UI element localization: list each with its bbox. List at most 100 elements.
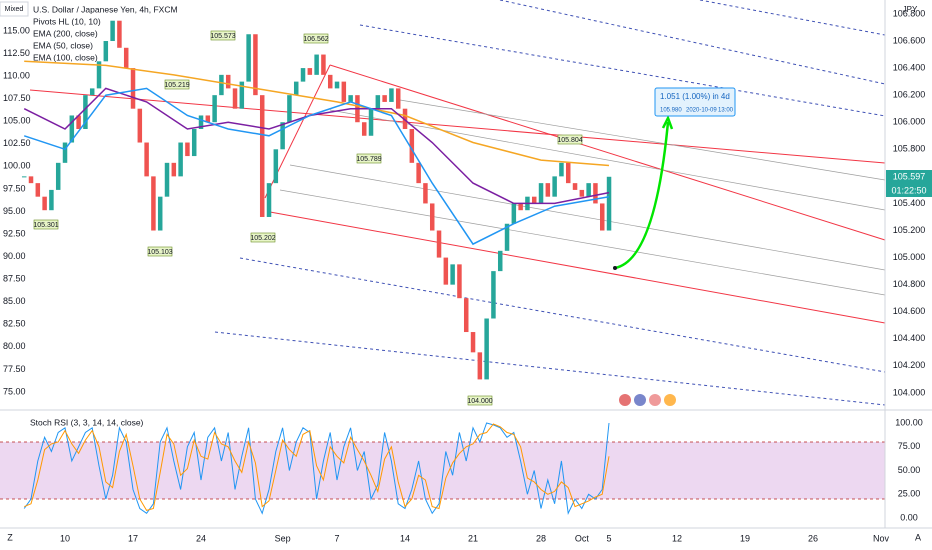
candle <box>463 298 469 333</box>
y-tick-label: 106.000 <box>893 117 926 127</box>
channel-red <box>329 64 886 241</box>
y2-tick-label: 112.50 <box>3 48 30 58</box>
candle <box>450 264 455 285</box>
y2-tick-label: 82.50 <box>3 319 26 329</box>
candle <box>436 230 442 258</box>
y2-tick-label: 115.00 <box>3 25 30 35</box>
candle <box>538 183 544 204</box>
candle <box>327 74 333 89</box>
scale-mode-box[interactable] <box>0 1 29 17</box>
y2-tick-label: 100.00 <box>3 161 31 171</box>
projection-frame <box>654 87 736 117</box>
candle <box>416 162 421 184</box>
pivot-box <box>303 33 329 44</box>
pivot-label: 105.219 <box>164 82 189 89</box>
ema-line <box>24 60 610 167</box>
candle <box>212 95 217 123</box>
corner-right[interactable]: A <box>915 532 921 542</box>
currency: JPY <box>903 5 918 14</box>
candle <box>266 183 272 217</box>
y2-tick-label: 110.00 <box>3 70 30 80</box>
channel-gray <box>399 99 886 181</box>
x-tick-label: 21 <box>468 533 478 543</box>
indicator: EMA (200, close) <box>33 28 98 38</box>
y2-tick-label: 77.50 <box>3 364 26 374</box>
candle <box>130 68 136 109</box>
candle <box>280 122 285 150</box>
y-tick-label: 100.00 <box>895 417 923 427</box>
y2-tick-label: 102.50 <box>3 138 31 148</box>
y2-tick-label: 90.00 <box>3 251 26 261</box>
candle <box>518 203 523 211</box>
channel-red <box>29 89 886 164</box>
y-tick-label: 106.600 <box>893 35 926 45</box>
candle <box>395 88 401 109</box>
y-tick-label: 104.800 <box>893 279 926 289</box>
projection-box: 1.051 (1.00%) in 4d 105.980 2020-10-09 1… <box>654 87 736 117</box>
candle <box>219 74 224 96</box>
candle <box>62 142 68 163</box>
y2-tick-label: 80.00 <box>3 341 26 351</box>
x-tick-label: 26 <box>808 533 818 543</box>
candle <box>239 81 245 109</box>
candle <box>321 54 326 75</box>
candle <box>470 332 476 353</box>
channel-dashed <box>214 331 886 406</box>
candle <box>103 41 109 62</box>
candle <box>171 162 177 177</box>
indicator: Pivots HL (10, 10) <box>33 16 101 26</box>
x-tick-label: 28 <box>536 533 546 543</box>
arrow-head <box>661 114 674 130</box>
candle <box>69 115 75 143</box>
candle <box>586 183 591 197</box>
last-price-box <box>886 170 932 184</box>
sticker <box>649 394 661 406</box>
sticker <box>664 394 676 406</box>
candle <box>457 264 462 299</box>
y-tick-label: 104.600 <box>893 306 926 316</box>
x-tick-label: 10 <box>60 533 70 543</box>
candle <box>599 203 605 231</box>
y2-tick-label: 105.00 <box>3 116 31 126</box>
pivot-box <box>147 246 173 257</box>
candle <box>443 257 449 285</box>
last-price: 105.597 <box>893 171 926 181</box>
y2-tick-label: 87.50 <box>3 274 26 284</box>
candle <box>307 68 313 75</box>
pivot-box <box>33 219 59 230</box>
y-tick-label: 50.00 <box>898 465 921 475</box>
candle <box>402 108 408 129</box>
candle <box>96 61 102 89</box>
candle <box>191 128 197 157</box>
channel-dashed <box>359 24 886 117</box>
y-tick-label: 75.00 <box>898 441 921 451</box>
projection-time: 13:00 <box>718 108 734 114</box>
channel-dashed <box>239 257 886 373</box>
pivot-labels: 105.301 105.103 105.573 105.219 105.202 … <box>33 30 583 406</box>
candle <box>484 318 489 380</box>
pivot-box <box>250 232 276 243</box>
pivot-label: 105.301 <box>33 222 58 229</box>
x-tick-label: 24 <box>196 533 206 543</box>
candle <box>28 176 34 184</box>
candle <box>300 68 306 82</box>
y2-tick-label: 95.00 <box>3 206 26 216</box>
candle <box>89 88 95 96</box>
candle <box>368 108 374 136</box>
candle <box>232 88 238 109</box>
corner-left[interactable]: Z <box>7 532 13 542</box>
countdown-box <box>886 184 932 197</box>
candle <box>151 176 156 231</box>
channel-gray <box>289 164 886 271</box>
candle <box>123 47 129 69</box>
candle <box>21 176 27 178</box>
channel-dashed <box>699 0 886 36</box>
candle <box>531 196 537 204</box>
scale-mode[interactable]: Mixed <box>5 6 24 13</box>
pivot-box <box>356 153 382 164</box>
pivot-label: 105.202 <box>250 235 275 242</box>
candle <box>504 223 510 251</box>
candle <box>253 34 258 96</box>
candle <box>497 250 503 272</box>
